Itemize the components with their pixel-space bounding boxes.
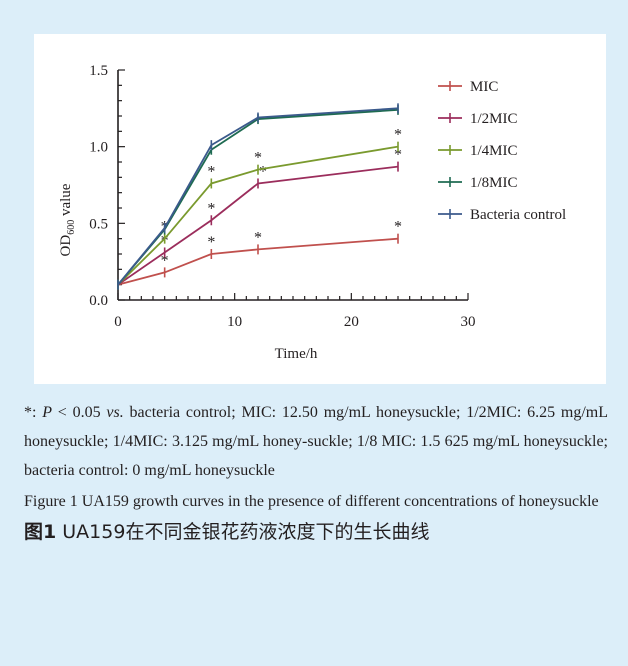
legend-item: 1/4MIC — [438, 143, 518, 159]
legend-item: MIC — [438, 79, 498, 95]
significance-star: * — [161, 252, 169, 269]
significance-star: * — [259, 163, 267, 180]
legend-label: Bacteria control — [470, 207, 566, 223]
legend-item: 1/2MIC — [438, 111, 518, 127]
figure-caption: *: P < 0.05 vs. bacteria control; MIC: 1… — [24, 398, 608, 548]
axes: 0 10 20 30 0.0 0.5 1.0 1.5 — [89, 63, 475, 330]
series-layer: ************ — [117, 103, 402, 290]
y-tick-label: 1.0 — [89, 140, 108, 156]
significance-star: * — [394, 219, 402, 236]
significance-star: * — [207, 163, 215, 180]
x-tick-label: 0 — [114, 314, 122, 330]
significance-star: * — [394, 127, 402, 144]
legend-label: 1/8MIC — [470, 175, 518, 191]
x-tick-label: 10 — [227, 314, 242, 330]
y-axis-title: OD600 value — [58, 183, 77, 256]
significance-star: * — [207, 234, 215, 251]
significance-star: * — [254, 229, 262, 246]
growth-curve-chart: 0 10 20 30 0.0 0.5 1.0 1.5 ************ MIC 1/2M… — [58, 63, 566, 362]
series-bacteria-control — [117, 103, 399, 290]
caption-chinese-title: 图1 UA159在不同金银花药液浓度下的生长曲线 — [24, 521, 430, 543]
legend: MIC 1/2MIC 1/4MIC 1/8MIC Bacteria control — [438, 79, 566, 223]
y-tick-label: 0.5 — [89, 216, 108, 232]
y-tick-label: 0.0 — [89, 293, 108, 309]
x-tick-label: 30 — [461, 314, 476, 330]
legend-label: MIC — [470, 79, 498, 95]
y-tick-label: 1.5 — [89, 63, 108, 79]
x-axis-title: Time/h — [275, 346, 318, 362]
significance-star: * — [254, 150, 262, 167]
legend-label: 1/2MIC — [470, 111, 518, 127]
legend-label: 1/4MIC — [470, 143, 518, 159]
chart-panel: 0 10 20 30 0.0 0.5 1.0 1.5 ************ MIC 1/2M… — [34, 34, 606, 384]
x-tick-label: 20 — [344, 314, 359, 330]
significance-star: * — [207, 200, 215, 217]
legend-item: Bacteria control — [438, 207, 566, 223]
legend-item: 1/8MIC — [438, 175, 518, 191]
caption-english-title: Figure 1 UA159 growth curves in the pres… — [24, 493, 599, 510]
caption-footnote: *: P < 0.05 vs. bacteria control; MIC: 1… — [24, 404, 608, 479]
significance-star: * — [394, 147, 402, 164]
